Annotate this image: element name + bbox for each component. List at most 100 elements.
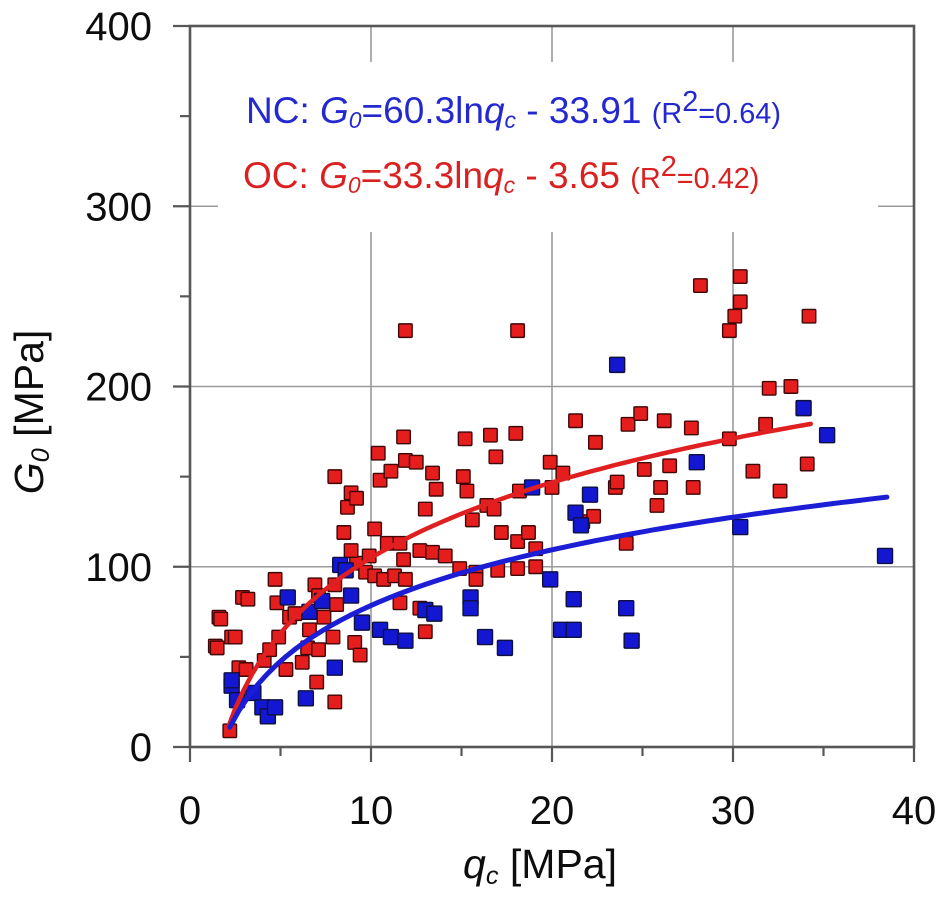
data-point-oc — [370, 445, 386, 461]
text-segment: q — [483, 90, 505, 132]
data-point-oc — [397, 571, 413, 587]
data-point-oc — [683, 420, 699, 436]
text-segment: =0.64) — [698, 98, 781, 131]
text-segment: q — [483, 155, 504, 197]
data-point-nc — [732, 518, 749, 536]
data-point-oc — [542, 454, 558, 470]
y-tick-label: 300 — [85, 185, 152, 229]
data-point-nc — [541, 571, 559, 588]
y-axis-title: G0 [MPa] — [6, 330, 56, 495]
text-segment: =0.42) — [676, 163, 760, 196]
data-point-oc — [209, 640, 225, 656]
text-segment: NC: — [246, 90, 320, 132]
data-point-nc — [818, 426, 836, 444]
data-point-oc — [408, 454, 424, 470]
data-point-oc — [327, 469, 343, 485]
trendline-blue-curve — [227, 494, 890, 730]
y-tick-label: 400 — [85, 5, 152, 49]
nc-points — [223, 356, 894, 725]
text-segment: c — [485, 861, 499, 890]
data-point-oc — [636, 461, 652, 477]
data-point-oc — [397, 323, 413, 339]
trendline-red-curve — [224, 421, 814, 733]
data-point-nc — [618, 600, 635, 617]
text-segment: G — [6, 462, 53, 495]
data-point-oc — [620, 416, 636, 432]
legend-equation-oc: OC: G0=33.3lnqc - 3.65 (R2=0.42) — [243, 151, 759, 199]
data-point-nc — [397, 632, 414, 649]
data-point-nc — [223, 672, 240, 689]
data-point-nc — [876, 547, 894, 565]
data-point-oc — [727, 308, 743, 324]
data-point-oc — [294, 654, 310, 670]
data-point-oc — [662, 458, 678, 474]
y-tick-labels: 0 100 200 300 400 — [85, 5, 152, 770]
data-point-oc — [721, 323, 737, 339]
data-point-oc — [510, 561, 526, 577]
text-segment: 2 — [660, 151, 677, 183]
data-point-oc — [633, 406, 649, 421]
text-segment: 2 — [682, 86, 699, 118]
text-segment: - 3.65 — [515, 155, 631, 197]
data-point-oc — [349, 490, 364, 506]
data-point-oc — [508, 425, 524, 441]
data-point-oc — [383, 463, 399, 479]
data-point-oc — [772, 483, 788, 499]
text-segment: 0 — [348, 107, 362, 134]
data-point-oc — [587, 434, 603, 450]
data-point-oc — [732, 294, 748, 310]
data-point-nc — [572, 517, 590, 534]
data-point-oc — [799, 456, 815, 472]
data-point-oc — [311, 642, 326, 658]
text-segment: [MPa] — [498, 841, 617, 888]
data-point-oc — [428, 481, 444, 497]
data-point-nc — [326, 659, 343, 676]
data-point-oc — [352, 647, 368, 663]
data-point-oc — [685, 479, 701, 495]
data-point-nc — [565, 590, 582, 608]
data-point-oc — [213, 611, 229, 627]
text-segment: =60.3ln — [361, 90, 484, 132]
data-point-oc — [343, 543, 359, 558]
data-point-oc — [437, 548, 453, 564]
text-segment: c — [504, 107, 517, 134]
data-point-oc — [459, 483, 475, 499]
data-point-oc — [656, 413, 672, 429]
data-point-oc — [618, 535, 634, 551]
x-tick-label: 0 — [179, 789, 201, 833]
text-segment: - 33.91 — [516, 90, 652, 132]
text-segment: (R — [651, 98, 683, 131]
data-point-oc — [801, 308, 817, 324]
legend-background-box — [218, 62, 878, 232]
data-point-nc — [426, 605, 443, 622]
data-point-oc — [510, 323, 526, 339]
data-point-nc — [688, 454, 705, 471]
data-point-oc — [783, 379, 799, 394]
text-segment: q — [463, 841, 486, 888]
data-point-oc — [367, 521, 383, 537]
data-point-oc — [227, 629, 243, 645]
data-point-oc — [309, 674, 325, 690]
text-segment: OC: — [243, 155, 320, 197]
data-point-oc — [278, 662, 294, 677]
x-tick-label: 20 — [530, 789, 575, 833]
data-point-oc — [417, 624, 433, 640]
data-point-oc — [425, 544, 440, 560]
axis-ticks — [173, 24, 916, 762]
text-segment: G — [320, 90, 349, 132]
text-segment: (R — [630, 163, 661, 196]
x-axis-title: qc [MPa] — [463, 841, 617, 891]
data-point-oc — [761, 380, 777, 396]
text-segment: c — [503, 172, 516, 199]
data-point-nc — [795, 399, 812, 417]
data-point-oc — [528, 559, 544, 575]
text-segment: 0 — [347, 172, 361, 199]
data-point-oc — [568, 413, 583, 429]
x-tick-label: 30 — [711, 789, 756, 833]
data-point-oc — [325, 629, 341, 645]
oc-points — [207, 269, 817, 739]
data-point-oc — [649, 498, 665, 513]
data-point-nc — [342, 587, 360, 604]
data-point-oc — [493, 525, 509, 540]
